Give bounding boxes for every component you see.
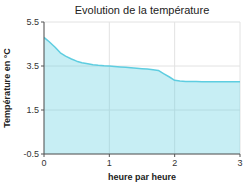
y-tick <box>41 66 44 67</box>
y-tick-label: 1.5 <box>26 105 39 115</box>
grid-line <box>44 22 240 23</box>
y-tick-label: 5.5 <box>26 17 39 27</box>
x-tick <box>240 154 241 157</box>
x-tick-label: 0 <box>41 158 46 168</box>
x-tick <box>174 154 175 157</box>
chart: 0 1 2 3 -0.5 1.5 3.5 5.5 Evolution de la tempéra… <box>0 0 250 188</box>
grid-line <box>44 22 45 154</box>
x-axis-label: heure par heure <box>108 172 176 182</box>
y-axis-line <box>44 22 45 154</box>
y-tick <box>41 22 44 23</box>
y-axis-label: Température en °C <box>2 48 12 128</box>
y-tick-label: -0.5 <box>23 149 39 159</box>
area-fill <box>44 37 240 154</box>
grid-line <box>44 154 240 155</box>
title: Evolution de la température <box>75 4 210 16</box>
axes: 0 1 2 3 -0.5 1.5 3.5 5.5 <box>23 17 242 168</box>
x-tick-label: 3 <box>237 158 242 168</box>
y-tick <box>41 110 44 111</box>
y-tick <box>41 154 44 155</box>
x-axis-line <box>44 154 240 155</box>
grid <box>44 22 240 154</box>
y-tick-label: 3.5 <box>26 61 39 71</box>
line <box>44 37 240 81</box>
x-tick-label: 1 <box>107 158 112 168</box>
plot-area <box>44 37 240 154</box>
x-tick <box>109 154 110 157</box>
x-tick-label: 2 <box>172 158 177 168</box>
